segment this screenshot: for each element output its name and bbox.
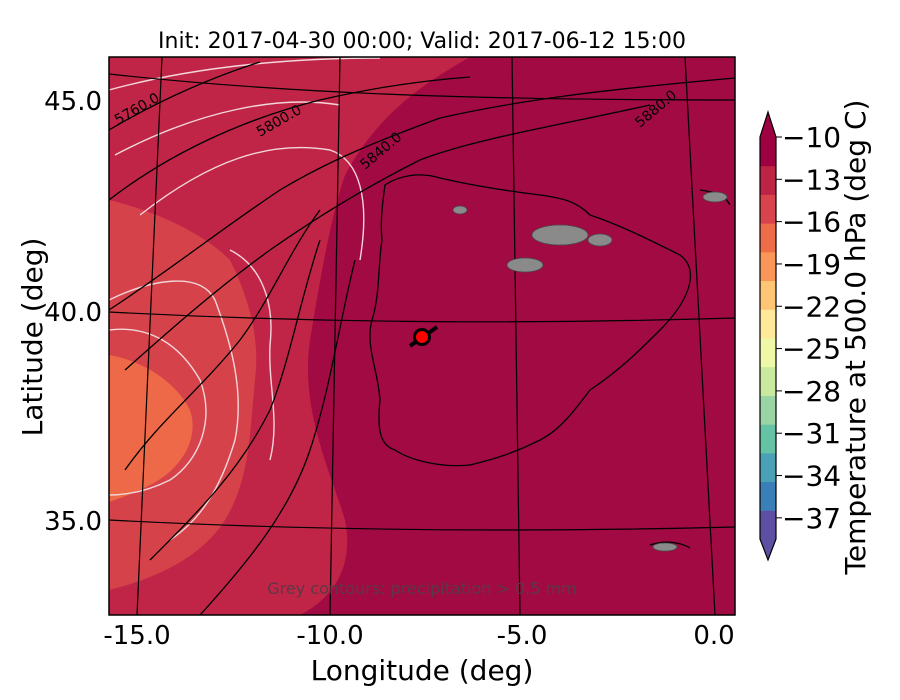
y-tick-label: 40.0 xyxy=(44,298,102,328)
colorbar-extend-top xyxy=(760,112,776,137)
colorbar-segment xyxy=(760,481,776,511)
colorbar-segment xyxy=(760,165,776,195)
colorbar-tick-label: −34 xyxy=(782,460,841,493)
colorbar-segment xyxy=(760,223,776,253)
colorbar-tick-label: −13 xyxy=(782,163,841,196)
colorbar-segment xyxy=(760,395,776,425)
colorbar: −10 −13 −16 −19 −22 −25 −28 −31 −34 −37 Temperatu… xyxy=(759,100,872,576)
colorbar-segment xyxy=(760,137,776,167)
colorbar-tick-label: −37 xyxy=(782,502,841,535)
colorbar-segment xyxy=(760,280,776,310)
colorbar-segment xyxy=(760,194,776,224)
colorbar-segment xyxy=(760,309,776,339)
colorbar-segment xyxy=(760,251,776,282)
colorbar-segment xyxy=(760,424,776,454)
y-ticks: 45.0 40.0 35.0 xyxy=(44,87,102,537)
y-axis-label: Latitude (deg) xyxy=(16,238,49,437)
x-tick-label: -15.0 xyxy=(103,621,170,651)
temperature-contours xyxy=(109,57,381,541)
temperature-band-warmest xyxy=(109,355,193,502)
x-ticks: -15.0 -10.0 -5.0 0.0 xyxy=(103,621,734,651)
colorbar-segment xyxy=(760,510,776,540)
colorbar-extend-bottom xyxy=(760,539,776,560)
plot-title: Init: 2017-04-30 00:00; Valid: 2017-06-1… xyxy=(158,29,686,54)
y-tick-label: 35.0 xyxy=(44,507,102,537)
precipitation-note: Grey contours: precipitation > 0.5 mm xyxy=(267,579,576,598)
y-tick-label: 45.0 xyxy=(44,87,102,117)
colorbar-segment xyxy=(760,366,776,396)
colorbar-label: Temperature at 500.0 hPa (deg C) xyxy=(839,100,872,576)
x-tick-label: 0.0 xyxy=(693,621,734,651)
colorbar-tick-label: −28 xyxy=(782,375,841,408)
lat-lon-grid xyxy=(109,57,735,615)
colorbar-tick-label: −16 xyxy=(782,206,841,239)
colorbar-segment xyxy=(760,452,776,483)
temperature-band-warmer xyxy=(109,200,257,590)
location-marker xyxy=(408,325,439,348)
colorbar-tick-label: −25 xyxy=(782,333,841,366)
colorbar-segment xyxy=(760,338,776,368)
colorbar-frame xyxy=(759,110,777,562)
x-tick-label: -10.0 xyxy=(296,621,363,651)
colorbar-tick-label: −22 xyxy=(782,290,841,323)
x-tick-label: -5.0 xyxy=(497,621,548,651)
colorbar-tick-label: −19 xyxy=(782,248,841,281)
map-panel: 5760.0 5800.0 5840.0 5880.0 Grey contour… xyxy=(109,57,735,615)
colorbar-tick-label: −31 xyxy=(782,417,841,450)
x-axis-label: Longitude (deg) xyxy=(311,654,534,687)
map-frame xyxy=(108,56,736,616)
colorbar-tick-label: −10 xyxy=(782,121,841,154)
precipitation-contours xyxy=(452,191,728,552)
